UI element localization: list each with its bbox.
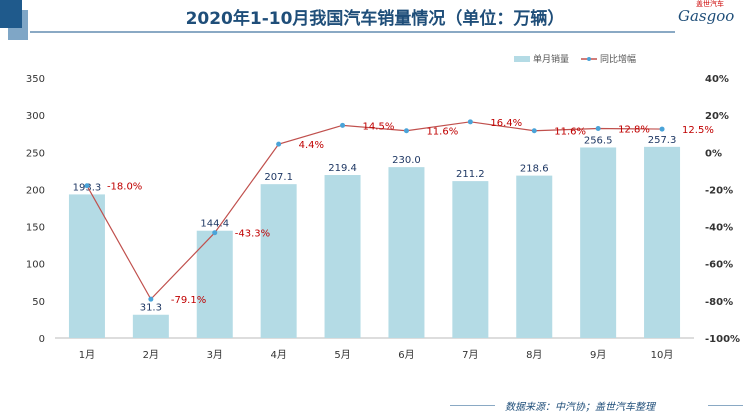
bar — [68, 194, 105, 338]
y-left-tick: 50 — [32, 297, 45, 308]
bar — [452, 181, 489, 338]
bar-label: 257.3 — [648, 135, 677, 146]
bar-label: 31.3 — [140, 303, 162, 314]
y-right-tick: -80% — [705, 297, 733, 308]
bar-label: 144.4 — [200, 219, 229, 230]
y-left-tick: 150 — [26, 223, 45, 234]
y-right-tick: -100% — [705, 334, 740, 345]
logo: 盖世汽车 Gasgoo — [678, 0, 734, 25]
logo-text: Gasgoo — [678, 7, 735, 25]
legend-swatch-bar — [514, 56, 530, 62]
legend-label: 单月销量 — [533, 53, 569, 65]
line-label: 4.4% — [299, 140, 324, 151]
divider — [30, 31, 675, 33]
y-right-tick: -20% — [705, 185, 733, 196]
x-tick: 6月 — [398, 349, 414, 361]
line-point — [595, 126, 601, 132]
line-label: -43.3% — [235, 229, 270, 240]
line-label: 12.8% — [618, 125, 650, 136]
y-right-tick: 0% — [705, 148, 722, 159]
x-tick: 9月 — [590, 349, 606, 361]
source-note: 数据来源：中汽协；盖世汽车整理 — [505, 402, 655, 413]
y-left-tick: 200 — [26, 185, 45, 196]
divider — [708, 405, 743, 406]
bar-label: 218.6 — [520, 164, 549, 175]
logo-cn: 盖世汽车 — [696, 0, 724, 8]
bar-label: 230.0 — [392, 155, 421, 166]
line-point — [659, 126, 665, 132]
page-title: 2020年1-10月我国汽车销量情况（单位：万辆） — [185, 9, 565, 29]
y-right-tick: -60% — [705, 260, 733, 271]
y-left-tick: 100 — [26, 260, 45, 271]
bar-label: 207.1 — [264, 172, 293, 183]
line-point — [212, 230, 218, 236]
y-left-tick: 350 — [26, 74, 45, 85]
line-label: 12.5% — [682, 125, 714, 136]
line-point — [467, 119, 473, 125]
bar — [388, 167, 425, 338]
line-point — [403, 128, 409, 134]
line-label: 16.4% — [490, 118, 522, 129]
line-point — [148, 296, 154, 302]
x-tick: 7月 — [462, 349, 478, 361]
x-tick: 5月 — [334, 349, 350, 361]
divider — [450, 405, 495, 406]
line-series — [86, 121, 663, 301]
line-point — [276, 141, 282, 147]
x-tick: 2月 — [143, 349, 159, 361]
bar-label: 211.2 — [456, 169, 485, 180]
bar — [516, 175, 553, 338]
y-right-tick: -40% — [705, 223, 733, 234]
x-tick: 8月 — [526, 349, 542, 361]
x-tick: 1月 — [79, 349, 95, 361]
line-point — [84, 183, 90, 189]
bar-label: 219.4 — [328, 163, 357, 174]
y-left-tick: 0 — [39, 334, 45, 345]
bar — [580, 147, 617, 338]
line-label: -79.1% — [171, 295, 206, 306]
bar-label: 256.5 — [584, 135, 613, 146]
bar — [260, 184, 297, 338]
y-left-tick: 250 — [26, 148, 45, 159]
line-label: 11.6% — [426, 127, 458, 138]
line-label: 11.6% — [554, 127, 586, 138]
y-right-tick: 20% — [705, 111, 729, 122]
bar — [644, 146, 681, 338]
line-point — [531, 128, 537, 134]
y-right-tick: 40% — [705, 74, 729, 85]
bar — [196, 230, 233, 338]
x-tick: 4月 — [270, 349, 286, 361]
legend-label: 同比增幅 — [600, 53, 636, 65]
decor-block — [0, 0, 22, 28]
line-label: 14.5% — [363, 121, 395, 132]
x-tick: 10月 — [651, 349, 674, 361]
x-tick: 3月 — [207, 349, 223, 361]
bar — [324, 175, 361, 338]
legend-marker — [587, 57, 591, 61]
bar — [132, 314, 169, 338]
line-label: -18.0% — [107, 182, 142, 193]
line-point — [340, 122, 346, 128]
y-left-tick: 300 — [26, 111, 45, 122]
